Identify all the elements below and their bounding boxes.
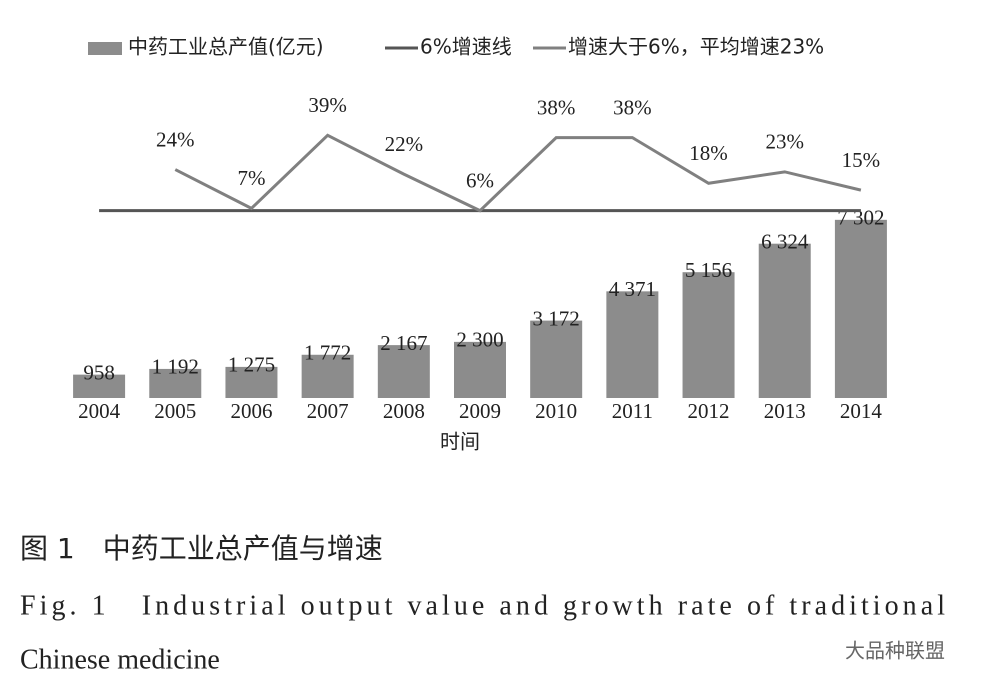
data-label: 2 300 xyxy=(456,328,503,352)
x-tick-label: 2014 xyxy=(840,399,883,423)
legend-label: 6%增速线 xyxy=(420,35,512,59)
data-label: 1 192 xyxy=(152,355,199,379)
x-tick-label: 2012 xyxy=(688,399,730,423)
bar xyxy=(73,374,126,398)
data-label: 38% xyxy=(537,95,576,119)
line xyxy=(174,133,862,213)
data-label: 7% xyxy=(237,166,265,190)
caption-en: Chinese medicine xyxy=(20,644,220,675)
legend-label: 中药工业总产值(亿元) xyxy=(128,35,324,59)
watermark: 大品种联盟 xyxy=(845,639,945,663)
x-axis-label: 时间 xyxy=(440,431,480,454)
data-label: 2 167 xyxy=(380,331,427,355)
data-label: 6 324 xyxy=(761,230,809,254)
x-tick-label: 2010 xyxy=(535,399,577,423)
data-label: 1 772 xyxy=(304,341,351,365)
data-label: 5 156 xyxy=(685,258,732,282)
data-label: 4 371 xyxy=(609,277,656,301)
legend-label: 增速大于6%，平均增速23% xyxy=(568,35,824,59)
bar xyxy=(149,368,202,398)
data-label: 39% xyxy=(308,93,347,117)
x-tick-label: 2011 xyxy=(612,399,653,423)
x-tick-label: 2005 xyxy=(154,399,196,423)
data-label: 22% xyxy=(385,132,424,156)
bar xyxy=(377,345,430,398)
bar xyxy=(530,320,583,398)
data-label: 1 275 xyxy=(228,353,275,377)
data-label: 18% xyxy=(689,141,728,165)
x-tick-label: 2007 xyxy=(307,399,349,423)
legend-swatch xyxy=(88,42,122,55)
x-tick-label: 2006 xyxy=(230,399,272,423)
bar xyxy=(301,354,354,398)
bar xyxy=(682,272,735,398)
data-label: 6% xyxy=(466,168,494,192)
caption-cn: 图 1 中药工业总产值与增速 xyxy=(20,532,383,565)
data-label: 38% xyxy=(613,95,652,119)
x-tick-label: 2004 xyxy=(78,399,121,423)
x-tick-label: 2013 xyxy=(764,399,806,423)
bar xyxy=(606,291,659,398)
caption-en: Fig. 1 Industrial output value and growt… xyxy=(20,590,945,621)
bar xyxy=(225,366,278,398)
data-label: 15% xyxy=(842,148,881,172)
data-label: 23% xyxy=(765,130,804,154)
bar xyxy=(834,219,887,398)
data-label: 3 172 xyxy=(533,306,580,330)
x-tick-label: 2008 xyxy=(383,399,425,423)
bar xyxy=(454,341,506,398)
x-tick-label: 2009 xyxy=(459,399,501,423)
data-label: 24% xyxy=(156,127,195,151)
data-label: 958 xyxy=(83,360,115,384)
bar xyxy=(758,243,811,398)
